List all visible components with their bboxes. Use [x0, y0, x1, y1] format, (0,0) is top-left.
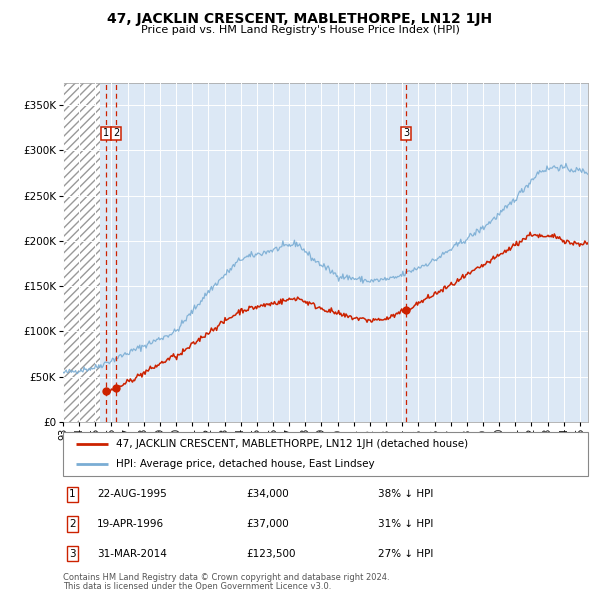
Text: 1: 1	[103, 129, 109, 139]
Text: Price paid vs. HM Land Registry's House Price Index (HPI): Price paid vs. HM Land Registry's House …	[140, 25, 460, 35]
Text: 1: 1	[69, 489, 76, 499]
Text: This data is licensed under the Open Government Licence v3.0.: This data is licensed under the Open Gov…	[63, 582, 331, 590]
Text: 47, JACKLIN CRESCENT, MABLETHORPE, LN12 1JH: 47, JACKLIN CRESCENT, MABLETHORPE, LN12 …	[107, 12, 493, 26]
Text: 2: 2	[113, 129, 119, 139]
Bar	[63, 83, 100, 422]
Text: £37,000: £37,000	[247, 519, 290, 529]
Text: 3: 3	[403, 129, 409, 139]
Text: Contains HM Land Registry data © Crown copyright and database right 2024.: Contains HM Land Registry data © Crown c…	[63, 573, 389, 582]
Text: 22-AUG-1995: 22-AUG-1995	[97, 489, 167, 499]
Text: £123,500: £123,500	[247, 549, 296, 559]
Text: 19-APR-1996: 19-APR-1996	[97, 519, 164, 529]
Text: 38% ↓ HPI: 38% ↓ HPI	[378, 489, 433, 499]
Text: HPI: Average price, detached house, East Lindsey: HPI: Average price, detached house, East…	[115, 459, 374, 468]
Text: 3: 3	[69, 549, 76, 559]
Text: £34,000: £34,000	[247, 489, 290, 499]
Text: 27% ↓ HPI: 27% ↓ HPI	[378, 549, 433, 559]
Text: 2: 2	[69, 519, 76, 529]
Text: 47, JACKLIN CRESCENT, MABLETHORPE, LN12 1JH (detached house): 47, JACKLIN CRESCENT, MABLETHORPE, LN12 …	[115, 439, 467, 449]
Text: 31% ↓ HPI: 31% ↓ HPI	[378, 519, 433, 529]
FancyBboxPatch shape	[63, 432, 588, 476]
Text: 31-MAR-2014: 31-MAR-2014	[97, 549, 167, 559]
